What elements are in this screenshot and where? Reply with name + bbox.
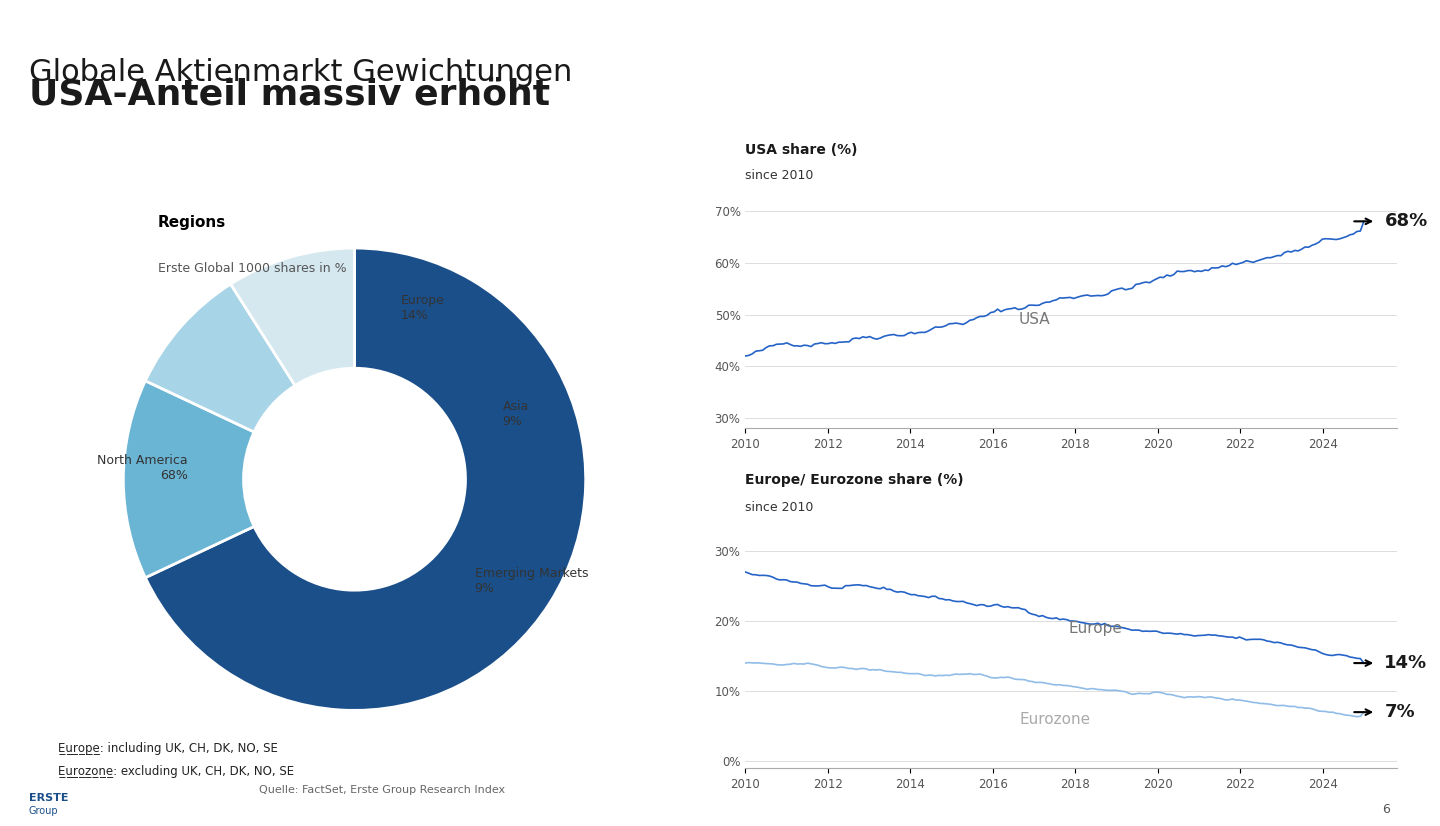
Eurozone: [1338, 710, 1355, 720]
Europe: [1286, 641, 1303, 651]
Text: USA: USA: [1018, 312, 1050, 327]
Eurozone: [740, 657, 757, 667]
Text: Erste Global 1000 shares in %: Erste Global 1000 shares in %: [158, 262, 347, 275]
Europe: [1355, 658, 1372, 668]
Eurozone: [737, 658, 755, 668]
Text: USA-Anteil massiv erhöht: USA-Anteil massiv erhöht: [29, 78, 550, 112]
Wedge shape: [124, 381, 253, 577]
Text: Emerging Markets
9%: Emerging Markets 9%: [475, 567, 588, 595]
Text: Europe: Europe: [1068, 620, 1123, 635]
Line: Eurozone: Eurozone: [746, 662, 1364, 717]
Europe: [864, 582, 881, 592]
Text: Europe/ Eurozone share (%): Europe/ Eurozone share (%): [746, 472, 963, 487]
Text: E̲u̲r̲o̲z̲o̲n̲e̲: excluding UK, CH, DK, NO, SE: E̲u̲r̲o̲z̲o̲n̲e̲: excluding UK, CH, DK, …: [58, 765, 294, 778]
Europe: [747, 570, 765, 580]
Text: E̲u̲r̲o̲p̲e̲: including UK, CH, DK, NO, SE: E̲u̲r̲o̲p̲e̲: including UK, CH, DK, NO, …: [58, 742, 278, 755]
Text: USA share (%): USA share (%): [746, 143, 858, 157]
Text: Eurozone: Eurozone: [1020, 712, 1090, 727]
Eurozone: [1348, 712, 1365, 722]
Wedge shape: [145, 284, 295, 432]
Text: Quelle: FactSet, Erste Group Research Index: Quelle: FactSet, Erste Group Research In…: [259, 785, 504, 795]
Wedge shape: [145, 248, 586, 710]
Eurozone: [1290, 703, 1308, 713]
Text: 7%: 7%: [1384, 703, 1416, 721]
Eurozone: [1355, 707, 1372, 717]
Eurozone: [750, 657, 768, 667]
Text: 68%: 68%: [1384, 212, 1427, 230]
Text: since 2010: since 2010: [746, 169, 814, 182]
Eurozone: [975, 671, 992, 681]
Text: Asia
9%: Asia 9%: [503, 401, 528, 429]
Wedge shape: [230, 248, 354, 386]
Text: North America
68%: North America 68%: [98, 453, 189, 482]
Text: Group: Group: [29, 806, 59, 816]
Europe: [809, 581, 827, 591]
Legend: Europe, Eurozone: Europe, Eurozone: [752, 821, 935, 826]
Text: Globale Aktienmarkt Gewichtungen: Globale Aktienmarkt Gewichtungen: [29, 58, 572, 87]
Text: Regions: Regions: [158, 215, 226, 230]
Line: Europe: Europe: [746, 572, 1364, 663]
Europe: [737, 567, 755, 577]
Text: ERSTE: ERSTE: [29, 793, 68, 803]
Text: 6: 6: [1382, 803, 1390, 816]
Europe: [972, 600, 989, 610]
Eurozone: [868, 665, 886, 675]
Europe: [1335, 650, 1352, 660]
Text: since 2010: since 2010: [746, 501, 814, 515]
Text: Europe
14%: Europe 14%: [400, 294, 445, 322]
Eurozone: [812, 662, 829, 672]
Text: 14%: 14%: [1384, 654, 1427, 672]
